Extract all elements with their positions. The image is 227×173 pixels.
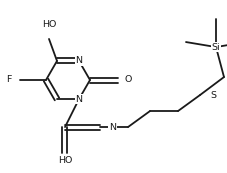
Text: F: F [7,75,12,84]
Text: N: N [75,95,82,104]
Text: N: N [75,56,82,65]
Text: N: N [109,122,116,131]
Text: S: S [209,90,215,99]
Text: HO: HO [58,156,72,165]
Text: Si: Si [211,43,219,52]
Text: HO: HO [42,20,56,29]
Text: O: O [124,75,131,84]
